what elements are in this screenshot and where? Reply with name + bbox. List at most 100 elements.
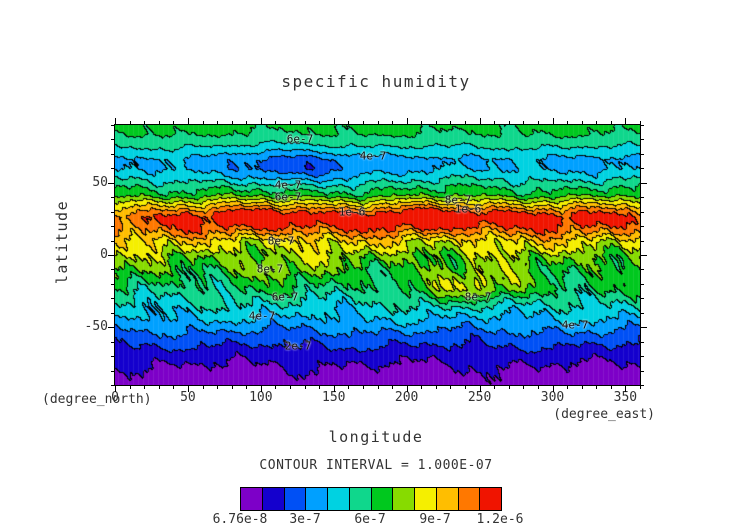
axis-tick	[641, 298, 644, 300]
axis-tick	[465, 386, 466, 389]
contour-label: 1e-6	[454, 202, 482, 216]
axis-tick	[333, 386, 335, 392]
axis-tick	[304, 121, 306, 124]
axis-tick	[115, 386, 116, 392]
axis-tick	[610, 121, 612, 124]
axis-tick	[158, 386, 160, 389]
axis-tick	[421, 386, 423, 389]
x-tick-label: 250	[467, 390, 492, 405]
axis-tick	[640, 121, 641, 124]
axis-tick	[567, 121, 569, 124]
axis-tick	[641, 370, 644, 372]
contour-label: 1e-6	[338, 205, 366, 219]
axis-tick	[362, 386, 364, 389]
contour-label: 4e-7	[274, 178, 302, 192]
axis-tick	[202, 386, 204, 389]
axis-tick	[377, 386, 379, 389]
colorbar-label: 3e-7	[289, 512, 321, 527]
x-tick-label: 300	[540, 390, 565, 405]
axis-tick	[362, 121, 364, 124]
contour-map-canvas	[115, 125, 640, 385]
axis-tick	[508, 386, 510, 389]
axis-tick	[641, 341, 644, 343]
axis-tick	[319, 386, 321, 389]
colorbar-segment	[262, 488, 285, 510]
axis-tick	[275, 121, 277, 124]
colorbar	[240, 487, 502, 511]
axis-tick	[111, 312, 114, 314]
contour-label: 4e-7	[359, 149, 387, 163]
axis-tick	[115, 118, 116, 124]
colorbar-segment	[349, 488, 372, 510]
y-tick-label: 0	[100, 247, 108, 262]
axis-tick	[479, 118, 481, 124]
axis-tick	[537, 121, 539, 124]
axis-tick	[406, 118, 408, 124]
axis-tick	[641, 182, 647, 184]
contour-label: 2e-7	[284, 339, 312, 353]
y-axis-label: latitude	[53, 199, 71, 285]
contour-interval-note: CONTOUR INTERVAL = 1.000E-07	[259, 458, 493, 473]
contour-label: 6e-7	[286, 132, 314, 146]
colorbar-segment	[284, 488, 307, 510]
colorbar-label: 9e-7	[419, 512, 451, 527]
contour-label: 4e-7	[561, 318, 589, 332]
axis-tick	[246, 386, 248, 389]
axis-tick	[108, 327, 114, 329]
axis-tick	[641, 269, 644, 271]
axis-tick	[111, 211, 114, 213]
x-tick-label: 100	[249, 390, 273, 405]
axis-tick	[111, 298, 114, 300]
axis-tick	[523, 121, 525, 124]
axis-tick	[641, 226, 644, 228]
axis-tick	[581, 386, 583, 389]
axis-tick	[641, 197, 644, 199]
axis-tick	[217, 121, 219, 124]
contour-label: 6e-7	[274, 190, 302, 204]
axis-tick	[111, 168, 114, 170]
axis-tick	[111, 197, 114, 199]
colorbar-segment	[458, 488, 481, 510]
colorbar-label: 1.2e-6	[476, 512, 524, 527]
axis-tick	[641, 211, 644, 213]
axis-tick	[508, 121, 510, 124]
colorbar-segment	[328, 488, 350, 510]
axis-tick	[596, 386, 598, 389]
axis-tick	[348, 121, 350, 124]
axis-tick	[641, 240, 644, 242]
colorbar-segment	[393, 488, 415, 510]
colorbar-segment	[306, 488, 328, 510]
axis-tick	[596, 121, 598, 124]
axis-tick	[641, 153, 644, 155]
axis-tick	[333, 118, 335, 124]
axis-tick	[435, 386, 437, 389]
y-tick-label: 50	[92, 174, 108, 190]
axis-tick	[435, 121, 437, 124]
axis-tick	[111, 341, 114, 343]
axis-tick	[552, 386, 554, 392]
axis-tick	[111, 269, 114, 271]
colorbar-segment	[436, 488, 459, 510]
axis-tick	[641, 168, 644, 170]
axis-tick	[581, 121, 583, 124]
axis-tick	[421, 121, 423, 124]
axis-tick	[108, 182, 114, 184]
axis-tick	[377, 121, 379, 124]
plot-area: 6e-7 4e-7 4e-7 6e-7 8e-7 1e-6 1e-6 8e-7 8e-7 6e-7…	[114, 124, 641, 386]
axis-tick	[260, 386, 262, 392]
colorbar-segment	[415, 488, 437, 510]
axis-tick	[610, 386, 612, 389]
axis-tick	[187, 118, 189, 124]
axis-tick	[290, 121, 291, 124]
axis-tick	[290, 386, 291, 389]
contour-label-layer: 6e-7 4e-7 4e-7 6e-7 8e-7 1e-6 1e-6 8e-7 8e-7 6e-7…	[115, 125, 640, 385]
axis-tick	[111, 125, 114, 126]
x-tick-label: 50	[180, 390, 196, 405]
contour-label: 8e-7	[444, 193, 472, 207]
contour-label: 8e-7	[464, 290, 492, 304]
axis-tick	[158, 121, 160, 124]
axis-tick	[479, 386, 481, 392]
axis-tick	[202, 121, 204, 124]
contour-label: 8e-7	[267, 234, 295, 248]
axis-tick	[173, 386, 175, 389]
